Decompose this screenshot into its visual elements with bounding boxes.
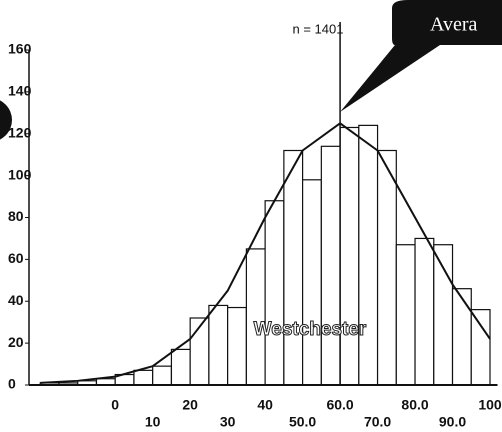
bar (395, 244, 416, 386)
bar (227, 306, 247, 386)
y-tick-label: 160 (8, 41, 32, 57)
bar (264, 200, 285, 386)
bar (170, 348, 191, 386)
x-tick-label: 90.0 (439, 414, 466, 430)
x-tick-label: 100 (478, 397, 502, 413)
x-tick-label: 60.0 (326, 397, 353, 413)
x-tick-label: 10 (145, 414, 161, 430)
x-tick-label: 30 (220, 414, 236, 430)
x-tick-label: 40 (257, 397, 273, 413)
decoration (0, 100, 12, 140)
y-tick-label: 60 (8, 250, 24, 266)
y-tick-label: 0 (8, 376, 16, 392)
bar (245, 248, 266, 386)
y-tick-label: 140 (8, 83, 32, 99)
bar (283, 149, 304, 386)
bar (208, 304, 229, 386)
bar (320, 145, 341, 386)
bar (358, 124, 379, 386)
y-tick-label: 120 (8, 124, 32, 140)
callout-bubble (340, 0, 502, 112)
bar (133, 369, 154, 386)
bar (339, 126, 360, 386)
y-tick-label: 20 (8, 334, 24, 350)
y-tick-label: 100 (8, 166, 32, 182)
x-tick-label: 20 (182, 397, 198, 413)
y-tick-label: 80 (8, 208, 24, 224)
x-tick-label: 70.0 (364, 414, 391, 430)
bar (152, 365, 173, 386)
bar (451, 288, 472, 386)
bar (376, 149, 397, 386)
overlay-label: Westchester (254, 319, 367, 340)
x-tick-label: 80.0 (401, 397, 428, 413)
bar (470, 309, 491, 386)
bar (302, 179, 322, 386)
y-tick-label: 40 (8, 292, 24, 308)
fit-curve (40, 122, 491, 384)
x-tick-label: 0 (111, 397, 119, 413)
annotation: n = 1401 (293, 21, 344, 36)
callout-text: Avera (430, 14, 477, 36)
bar (414, 237, 435, 386)
x-tick-label: 50.0 (289, 414, 316, 430)
